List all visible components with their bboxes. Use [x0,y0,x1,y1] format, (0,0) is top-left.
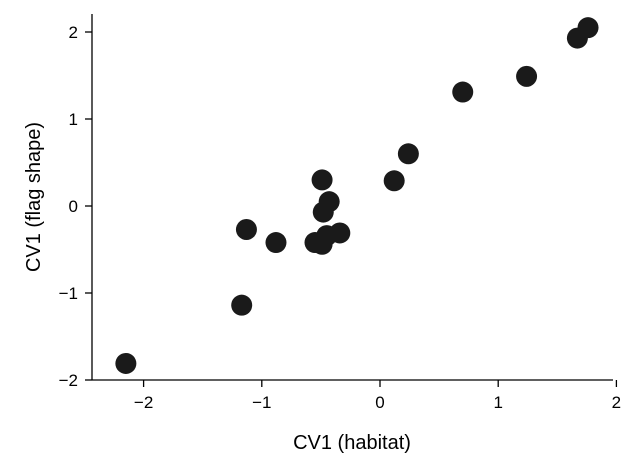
data-point [235,218,257,240]
y-tick-label: 2 [69,23,78,42]
x-tick-label: −2 [134,393,153,412]
y-tick-label: 1 [69,110,78,129]
axes [91,14,613,381]
data-point [318,191,340,213]
x-tick-label: −1 [252,393,271,412]
data-point [311,169,333,191]
data-points [115,17,599,374]
data-point [265,232,287,254]
data-point [577,17,599,39]
y-tick-label: 0 [69,197,78,216]
data-point [231,294,253,316]
x-axis-title: CV1 (habitat) [293,432,411,454]
data-point [516,65,538,87]
data-point [383,170,405,192]
data-point [115,352,137,374]
data-point [397,143,419,165]
x-tick-label: 2 [612,393,621,412]
ticks: −2 −1 0 1 2 −2 −1 0 1 2 [59,23,622,412]
data-point [329,222,351,244]
x-tick-label: 1 [493,393,502,412]
x-tick-label: 0 [375,393,384,412]
y-tick-label: −2 [59,371,78,390]
data-point [452,81,474,103]
y-tick-label: −1 [59,284,78,303]
y-axis-title: CV1 (flag shape) [23,122,45,272]
